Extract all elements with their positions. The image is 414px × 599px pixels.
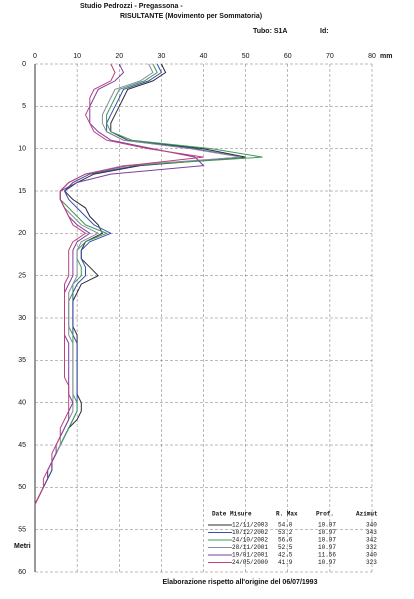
legend-header: R. Max <box>276 511 298 518</box>
x-tick-label: 30 <box>157 53 165 60</box>
x-tick-label: 70 <box>326 53 334 60</box>
legend-date: 19/01/2001 <box>232 552 268 559</box>
x-tick-label: 10 <box>73 53 81 60</box>
legend-azimut: 343 <box>366 529 377 536</box>
legend-rmax: 42.5 <box>278 552 293 559</box>
y-tick-label: 25 <box>18 273 26 280</box>
legend-prof: 11.56 <box>318 552 336 559</box>
legend-azimut: 323 <box>366 559 377 566</box>
legend-date: 24/05/2000 <box>232 559 268 566</box>
y-tick-label: 40 <box>18 400 26 407</box>
legend-rmax: 53.2 <box>278 529 293 536</box>
series-line <box>34 63 205 505</box>
legend-prof: 10.97 <box>318 522 336 529</box>
y-tick-label: 15 <box>18 188 26 195</box>
legend-date: 10/12/2002 <box>232 529 268 536</box>
legend-prof: 10.97 <box>318 537 336 544</box>
y-tick-label: 0 <box>22 61 26 68</box>
tube: Tubo: S1A <box>253 28 287 35</box>
y-tick-label: 50 <box>18 484 26 491</box>
series-line <box>34 63 246 505</box>
y-tick-label: 30 <box>18 315 26 322</box>
footer: Elaborazione rispetto all'origine del 06… <box>163 579 318 586</box>
x-tick-label: 40 <box>200 53 208 60</box>
series-line <box>34 63 242 505</box>
x-tick-label: 20 <box>115 53 123 60</box>
y-tick-label: 10 <box>18 146 26 153</box>
y-axis-label: Metri <box>14 543 31 550</box>
legend-rmax: 41.9 <box>278 559 293 566</box>
legend-date: 12/11/2003 <box>232 522 268 529</box>
x-tick-label: 50 <box>242 53 250 60</box>
legend-azimut: 340 <box>366 522 377 529</box>
legend-date: 24/10/2002 <box>232 537 268 544</box>
header-line: Studio Pedrozzi - Pregassona - <box>80 3 183 10</box>
legend-header: Date Misure <box>212 511 252 518</box>
legend-prof: 10.97 <box>318 529 336 536</box>
id-label: Id: <box>320 28 329 35</box>
series-line <box>34 63 242 505</box>
chart-title: RISULTANTE (Movimento per Sommatoria) <box>120 13 262 20</box>
legend-header: Prof. <box>316 511 334 518</box>
x-axis-label: mm <box>380 53 392 60</box>
y-tick-label: 35 <box>18 357 26 364</box>
x-tick-label: 60 <box>284 53 292 60</box>
x-tick-label: 0 <box>33 53 37 60</box>
legend-prof: 10.97 <box>318 544 336 551</box>
legend-date: 28/11/2001 <box>232 544 268 551</box>
legend-rmax: 54.0 <box>278 522 293 529</box>
legend-azimut: 332 <box>366 544 377 551</box>
y-tick-label: 55 <box>18 527 26 534</box>
x-tick-label: 80 <box>368 53 376 60</box>
legend-azimut: 340 <box>366 552 377 559</box>
y-tick-label: 45 <box>18 442 26 449</box>
y-tick-label: 60 <box>18 569 26 576</box>
y-tick-label: 20 <box>18 230 26 237</box>
series-line <box>34 63 204 505</box>
legend-prof: 10.97 <box>318 559 336 566</box>
legend-rmax: 52.5 <box>278 544 293 551</box>
legend-rmax: 56.6 <box>278 537 293 544</box>
y-tick-label: 5 <box>22 103 26 110</box>
legend-azimut: 342 <box>366 537 377 544</box>
legend-header: Azimut <box>356 511 378 518</box>
